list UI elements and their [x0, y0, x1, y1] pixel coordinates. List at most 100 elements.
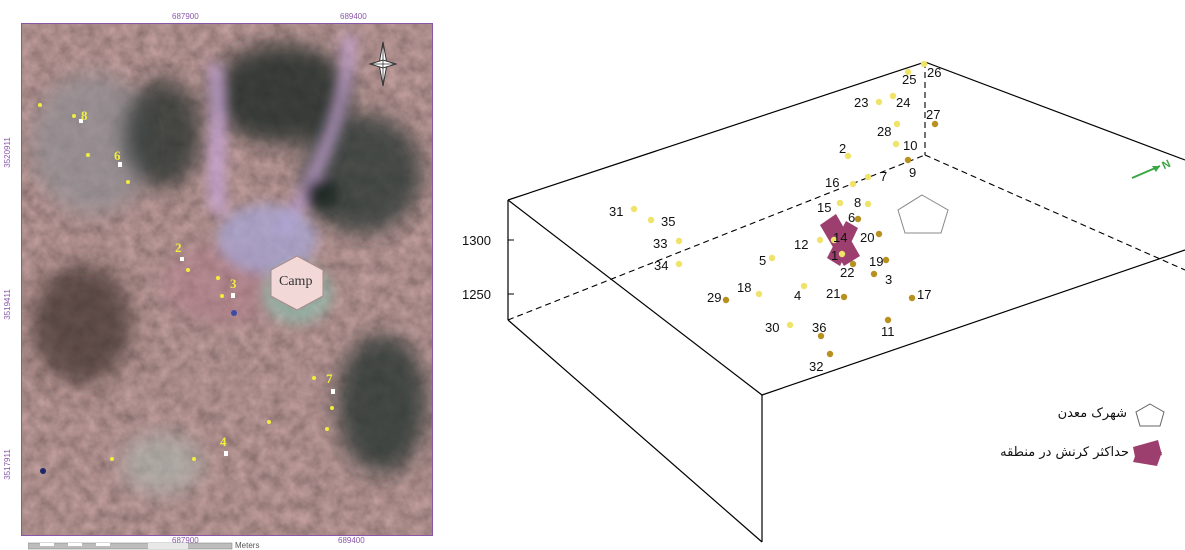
- point-26: [920, 60, 928, 68]
- elevation-label-1250: 1250: [462, 287, 491, 302]
- point-22: [849, 260, 857, 268]
- point-20: [875, 230, 883, 238]
- left-coord-1: 3520911: [2, 137, 12, 168]
- left-coord-2: 3519411: [2, 289, 12, 320]
- label-3: 3: [885, 272, 892, 287]
- top-coord-2: 689400: [340, 12, 367, 21]
- point-23: [875, 98, 883, 106]
- point-25: [904, 68, 912, 76]
- label-31: 31: [609, 204, 623, 219]
- point-8: [864, 200, 872, 208]
- point-35: [647, 216, 655, 224]
- bottom-coord-1: 687900: [172, 536, 199, 545]
- sample-dot: [216, 276, 220, 280]
- point-17: [908, 294, 916, 302]
- point-1: [838, 250, 846, 258]
- point-32: [826, 350, 834, 358]
- label-26: 26: [927, 65, 941, 80]
- north-arrow-icon: [1131, 165, 1161, 179]
- label-36: 36: [812, 320, 826, 335]
- point-31: [630, 205, 638, 213]
- label-18: 18: [737, 280, 751, 295]
- label-35: 35: [661, 214, 675, 229]
- label-24: 24: [896, 95, 910, 110]
- label-16: 16: [825, 175, 839, 190]
- legend-mine-town-label: شهرک معدن: [1057, 406, 1127, 421]
- point-27: [931, 120, 939, 128]
- point-2: [844, 152, 852, 160]
- label-6: 6: [848, 210, 855, 225]
- label-21: 21: [826, 286, 840, 301]
- label-34: 34: [654, 258, 668, 273]
- label-27: 27: [926, 107, 940, 122]
- sample-dot: [192, 457, 196, 461]
- point-36: [817, 332, 825, 340]
- label-23: 23: [854, 95, 868, 110]
- site-label-6: 6: [114, 148, 121, 163]
- bottom-coord-2: 689400: [338, 536, 365, 545]
- legend-max-strain-label: حداکثر کرنش در منطقه: [1000, 445, 1129, 460]
- mine-town-pentagon: [897, 194, 949, 234]
- label-10: 10: [903, 138, 917, 153]
- label-22: 22: [840, 265, 854, 280]
- point-33: [675, 237, 683, 245]
- label-20: 20: [860, 230, 874, 245]
- point-10: [892, 140, 900, 148]
- point-21: [840, 293, 848, 301]
- point-14: [830, 236, 838, 244]
- point-11: [884, 316, 892, 324]
- top-coord-1: 687900: [172, 12, 199, 21]
- scale-bar: [28, 542, 233, 550]
- sample-dot: [312, 376, 316, 380]
- point-18: [755, 290, 763, 298]
- label-30: 30: [765, 320, 779, 335]
- sample-dot: [330, 406, 334, 410]
- point-28: [893, 120, 901, 128]
- label-5: 5: [759, 253, 766, 268]
- elevation-label-1300: 1300: [462, 233, 491, 248]
- sample-dot: [325, 427, 329, 431]
- label-15: 15: [817, 200, 831, 215]
- points-yellow: [630, 60, 928, 329]
- label-25: 25: [902, 72, 916, 87]
- sample-dot: [267, 420, 271, 424]
- label-7: 7: [880, 169, 887, 184]
- label-11: 11: [881, 324, 895, 339]
- sample-dots: [38, 103, 334, 461]
- sample-dot: [72, 114, 76, 118]
- scale-unit-label: Meters: [235, 541, 260, 550]
- point-12: [816, 236, 824, 244]
- legend-pentagon-icon: [1135, 403, 1165, 427]
- label-4: 4: [794, 288, 801, 303]
- point-6: [854, 215, 862, 223]
- site-label-3: 3: [230, 276, 237, 291]
- camp-hexagon: [270, 255, 324, 311]
- sample-dot: [110, 457, 114, 461]
- label-12: 12: [794, 237, 808, 252]
- point-15: [836, 199, 844, 207]
- point-5: [768, 254, 776, 262]
- label-32: 32: [809, 359, 823, 374]
- sample-dot: [38, 103, 42, 107]
- site-label-2: 2: [175, 240, 182, 255]
- label-17: 17: [917, 287, 931, 302]
- point-29: [722, 296, 730, 304]
- satellite-image: [22, 24, 432, 535]
- label-29: 29: [707, 290, 721, 305]
- sample-dot: [186, 268, 190, 272]
- left-coord-3: 3517911: [2, 449, 12, 480]
- sample-dot: [220, 294, 224, 298]
- max-strain-mark: [820, 214, 860, 266]
- label-9: 9: [909, 165, 916, 180]
- point-34: [675, 260, 683, 268]
- label-14: 14: [833, 230, 847, 245]
- label-33: 33: [653, 236, 667, 251]
- point-7: [864, 173, 872, 181]
- label-28: 28: [877, 124, 891, 139]
- legend-x-mark-icon: [1133, 440, 1162, 466]
- sample-dot: [126, 180, 130, 184]
- label-8: 8: [854, 195, 861, 210]
- site-label-7: 7: [326, 371, 333, 386]
- point-4: [800, 282, 808, 290]
- point-30: [786, 321, 794, 329]
